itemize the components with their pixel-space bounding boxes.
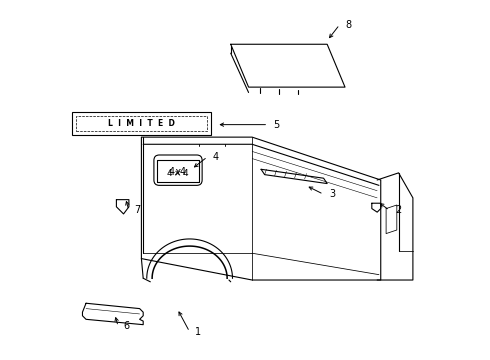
FancyBboxPatch shape <box>72 112 211 135</box>
Text: 5: 5 <box>273 120 280 130</box>
Text: 1: 1 <box>195 327 201 337</box>
Text: $4\times4$: $4\times4$ <box>166 167 190 177</box>
FancyBboxPatch shape <box>154 155 202 185</box>
Text: $\it{4x4}$: $\it{4x4}$ <box>168 165 188 177</box>
Text: 3: 3 <box>329 189 335 199</box>
Text: 8: 8 <box>345 19 351 30</box>
Text: 7: 7 <box>134 205 141 215</box>
FancyBboxPatch shape <box>75 116 207 131</box>
Text: 6: 6 <box>123 321 130 332</box>
Text: 4: 4 <box>213 152 219 162</box>
Text: 2: 2 <box>395 205 401 215</box>
Text: L  I  M  I  T  E  D: L I M I T E D <box>108 119 175 128</box>
